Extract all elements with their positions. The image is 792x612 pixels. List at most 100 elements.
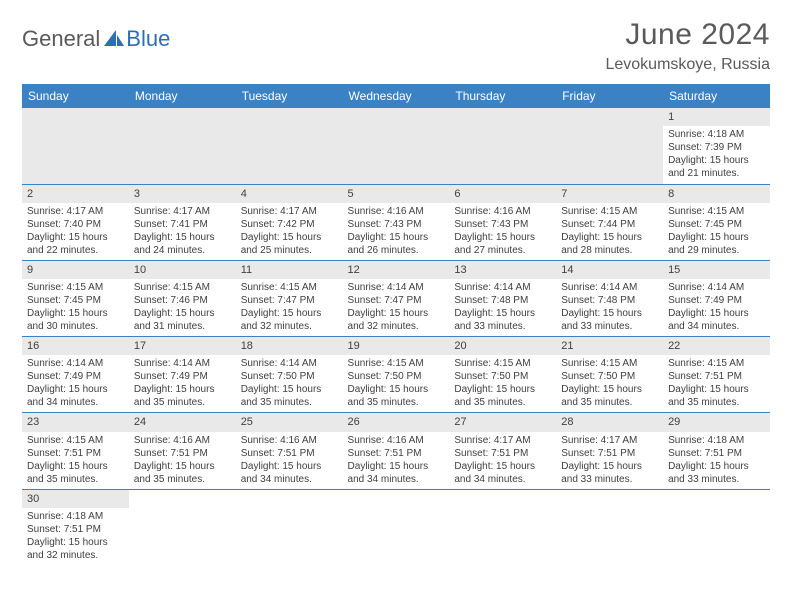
sunset-label: Sunset: 7:49 PM: [668, 294, 765, 307]
sunset-label: Sunset: 7:49 PM: [134, 370, 231, 383]
sunrise-label: Sunrise: 4:15 AM: [668, 357, 765, 370]
daylight-line1: Daylight: 15 hours: [27, 307, 124, 320]
weekday-sun: Sunday: [22, 84, 129, 108]
daylight-line1: Daylight: 15 hours: [668, 307, 765, 320]
day-number: 10: [129, 261, 236, 279]
daylight-line1: Daylight: 15 hours: [134, 307, 231, 320]
sunrise-label: Sunrise: 4:15 AM: [561, 205, 658, 218]
calendar-cell: 6Sunrise: 4:16 AMSunset: 7:43 PMDaylight…: [449, 184, 556, 260]
sunrise-label: Sunrise: 4:18 AM: [668, 434, 765, 447]
daylight-line1: Daylight: 15 hours: [348, 231, 445, 244]
day-number: 16: [22, 337, 129, 355]
daylight-line2: and 32 minutes.: [348, 320, 445, 333]
sunset-label: Sunset: 7:44 PM: [561, 218, 658, 231]
cell-inner: 8Sunrise: 4:15 AMSunset: 7:45 PMDaylight…: [663, 185, 770, 260]
weekday-sat: Saturday: [663, 84, 770, 108]
calendar-cell: 27Sunrise: 4:17 AMSunset: 7:51 PMDayligh…: [449, 413, 556, 489]
daylight-line2: and 35 minutes.: [134, 473, 231, 486]
day-body: Sunrise: 4:17 AMSunset: 7:51 PMDaylight:…: [556, 432, 663, 489]
daylight-line2: and 35 minutes.: [241, 396, 338, 409]
sunrise-label: Sunrise: 4:14 AM: [348, 281, 445, 294]
day-body: Sunrise: 4:18 AMSunset: 7:51 PMDaylight:…: [663, 432, 770, 489]
calendar-cell: 26Sunrise: 4:16 AMSunset: 7:51 PMDayligh…: [343, 413, 450, 489]
sunrise-label: Sunrise: 4:14 AM: [668, 281, 765, 294]
sunrise-label: Sunrise: 4:15 AM: [241, 281, 338, 294]
cell-inner: 23Sunrise: 4:15 AMSunset: 7:51 PMDayligh…: [22, 413, 129, 488]
sunset-label: Sunset: 7:51 PM: [27, 447, 124, 460]
day-number: 15: [663, 261, 770, 279]
daylight-line2: and 32 minutes.: [27, 549, 124, 562]
sunset-label: Sunset: 7:46 PM: [134, 294, 231, 307]
calendar-cell: 28Sunrise: 4:17 AMSunset: 7:51 PMDayligh…: [556, 413, 663, 489]
day-body: Sunrise: 4:17 AMSunset: 7:51 PMDaylight:…: [449, 432, 556, 489]
daylight-line2: and 34 minutes.: [348, 473, 445, 486]
day-number: 11: [236, 261, 343, 279]
cell-inner: 30Sunrise: 4:18 AMSunset: 7:51 PMDayligh…: [22, 490, 129, 565]
daylight-line2: and 25 minutes.: [241, 244, 338, 257]
daylight-line2: and 34 minutes.: [668, 320, 765, 333]
calendar-cell: 4Sunrise: 4:17 AMSunset: 7:42 PMDaylight…: [236, 184, 343, 260]
calendar-table: Sunday Monday Tuesday Wednesday Thursday…: [22, 84, 770, 565]
day-number: 26: [343, 413, 450, 431]
daylight-line2: and 33 minutes.: [668, 473, 765, 486]
daylight-line2: and 31 minutes.: [134, 320, 231, 333]
calendar-cell: [129, 489, 236, 565]
cell-inner: 1Sunrise: 4:18 AMSunset: 7:39 PMDaylight…: [663, 108, 770, 183]
day-number: 25: [236, 413, 343, 431]
calendar-cell: 21Sunrise: 4:15 AMSunset: 7:50 PMDayligh…: [556, 337, 663, 413]
sunrise-label: Sunrise: 4:16 AM: [348, 434, 445, 447]
calendar-cell: 2Sunrise: 4:17 AMSunset: 7:40 PMDaylight…: [22, 184, 129, 260]
sunset-label: Sunset: 7:49 PM: [27, 370, 124, 383]
calendar-cell: 18Sunrise: 4:14 AMSunset: 7:50 PMDayligh…: [236, 337, 343, 413]
cell-inner: 9Sunrise: 4:15 AMSunset: 7:45 PMDaylight…: [22, 261, 129, 336]
day-number: 1: [663, 108, 770, 126]
day-number: 17: [129, 337, 236, 355]
day-number: 18: [236, 337, 343, 355]
daylight-line2: and 32 minutes.: [241, 320, 338, 333]
calendar-cell: [236, 489, 343, 565]
sunset-label: Sunset: 7:50 PM: [348, 370, 445, 383]
day-number: 7: [556, 185, 663, 203]
daylight-line2: and 27 minutes.: [454, 244, 551, 257]
day-number: 19: [343, 337, 450, 355]
day-body: Sunrise: 4:14 AMSunset: 7:50 PMDaylight:…: [236, 355, 343, 412]
day-number: 8: [663, 185, 770, 203]
day-body: Sunrise: 4:16 AMSunset: 7:51 PMDaylight:…: [236, 432, 343, 489]
calendar-row: 9Sunrise: 4:15 AMSunset: 7:45 PMDaylight…: [22, 260, 770, 336]
cell-inner: 29Sunrise: 4:18 AMSunset: 7:51 PMDayligh…: [663, 413, 770, 488]
sunrise-label: Sunrise: 4:17 AM: [27, 205, 124, 218]
day-body: Sunrise: 4:16 AMSunset: 7:43 PMDaylight:…: [343, 203, 450, 260]
sunset-label: Sunset: 7:51 PM: [668, 447, 765, 460]
calendar-cell: 20Sunrise: 4:15 AMSunset: 7:50 PMDayligh…: [449, 337, 556, 413]
daylight-line1: Daylight: 15 hours: [27, 383, 124, 396]
calendar-cell: [236, 108, 343, 184]
weekday-mon: Monday: [129, 84, 236, 108]
day-body: Sunrise: 4:15 AMSunset: 7:51 PMDaylight:…: [663, 355, 770, 412]
sunset-label: Sunset: 7:50 PM: [241, 370, 338, 383]
day-number: 23: [22, 413, 129, 431]
day-body: Sunrise: 4:15 AMSunset: 7:46 PMDaylight:…: [129, 279, 236, 336]
calendar-cell: 30Sunrise: 4:18 AMSunset: 7:51 PMDayligh…: [22, 489, 129, 565]
cell-inner: 18Sunrise: 4:14 AMSunset: 7:50 PMDayligh…: [236, 337, 343, 412]
daylight-line2: and 35 minutes.: [27, 473, 124, 486]
day-body: Sunrise: 4:14 AMSunset: 7:48 PMDaylight:…: [556, 279, 663, 336]
calendar-cell: [556, 489, 663, 565]
sunrise-label: Sunrise: 4:15 AM: [668, 205, 765, 218]
sunrise-label: Sunrise: 4:14 AM: [454, 281, 551, 294]
day-body: Sunrise: 4:15 AMSunset: 7:45 PMDaylight:…: [663, 203, 770, 260]
sunrise-label: Sunrise: 4:17 AM: [134, 205, 231, 218]
day-body: Sunrise: 4:15 AMSunset: 7:50 PMDaylight:…: [449, 355, 556, 412]
day-body: Sunrise: 4:15 AMSunset: 7:45 PMDaylight:…: [22, 279, 129, 336]
daylight-line2: and 22 minutes.: [27, 244, 124, 257]
calendar-row: 1Sunrise: 4:18 AMSunset: 7:39 PMDaylight…: [22, 108, 770, 184]
sunrise-label: Sunrise: 4:15 AM: [134, 281, 231, 294]
daylight-line1: Daylight: 15 hours: [668, 383, 765, 396]
location-label: Levokumskoye, Russia: [605, 56, 770, 74]
weekday-tue: Tuesday: [236, 84, 343, 108]
cell-inner: 13Sunrise: 4:14 AMSunset: 7:48 PMDayligh…: [449, 261, 556, 336]
daylight-line1: Daylight: 15 hours: [241, 307, 338, 320]
cell-inner: 2Sunrise: 4:17 AMSunset: 7:40 PMDaylight…: [22, 185, 129, 260]
daylight-line1: Daylight: 15 hours: [241, 460, 338, 473]
day-number: 27: [449, 413, 556, 431]
sunrise-label: Sunrise: 4:15 AM: [27, 434, 124, 447]
